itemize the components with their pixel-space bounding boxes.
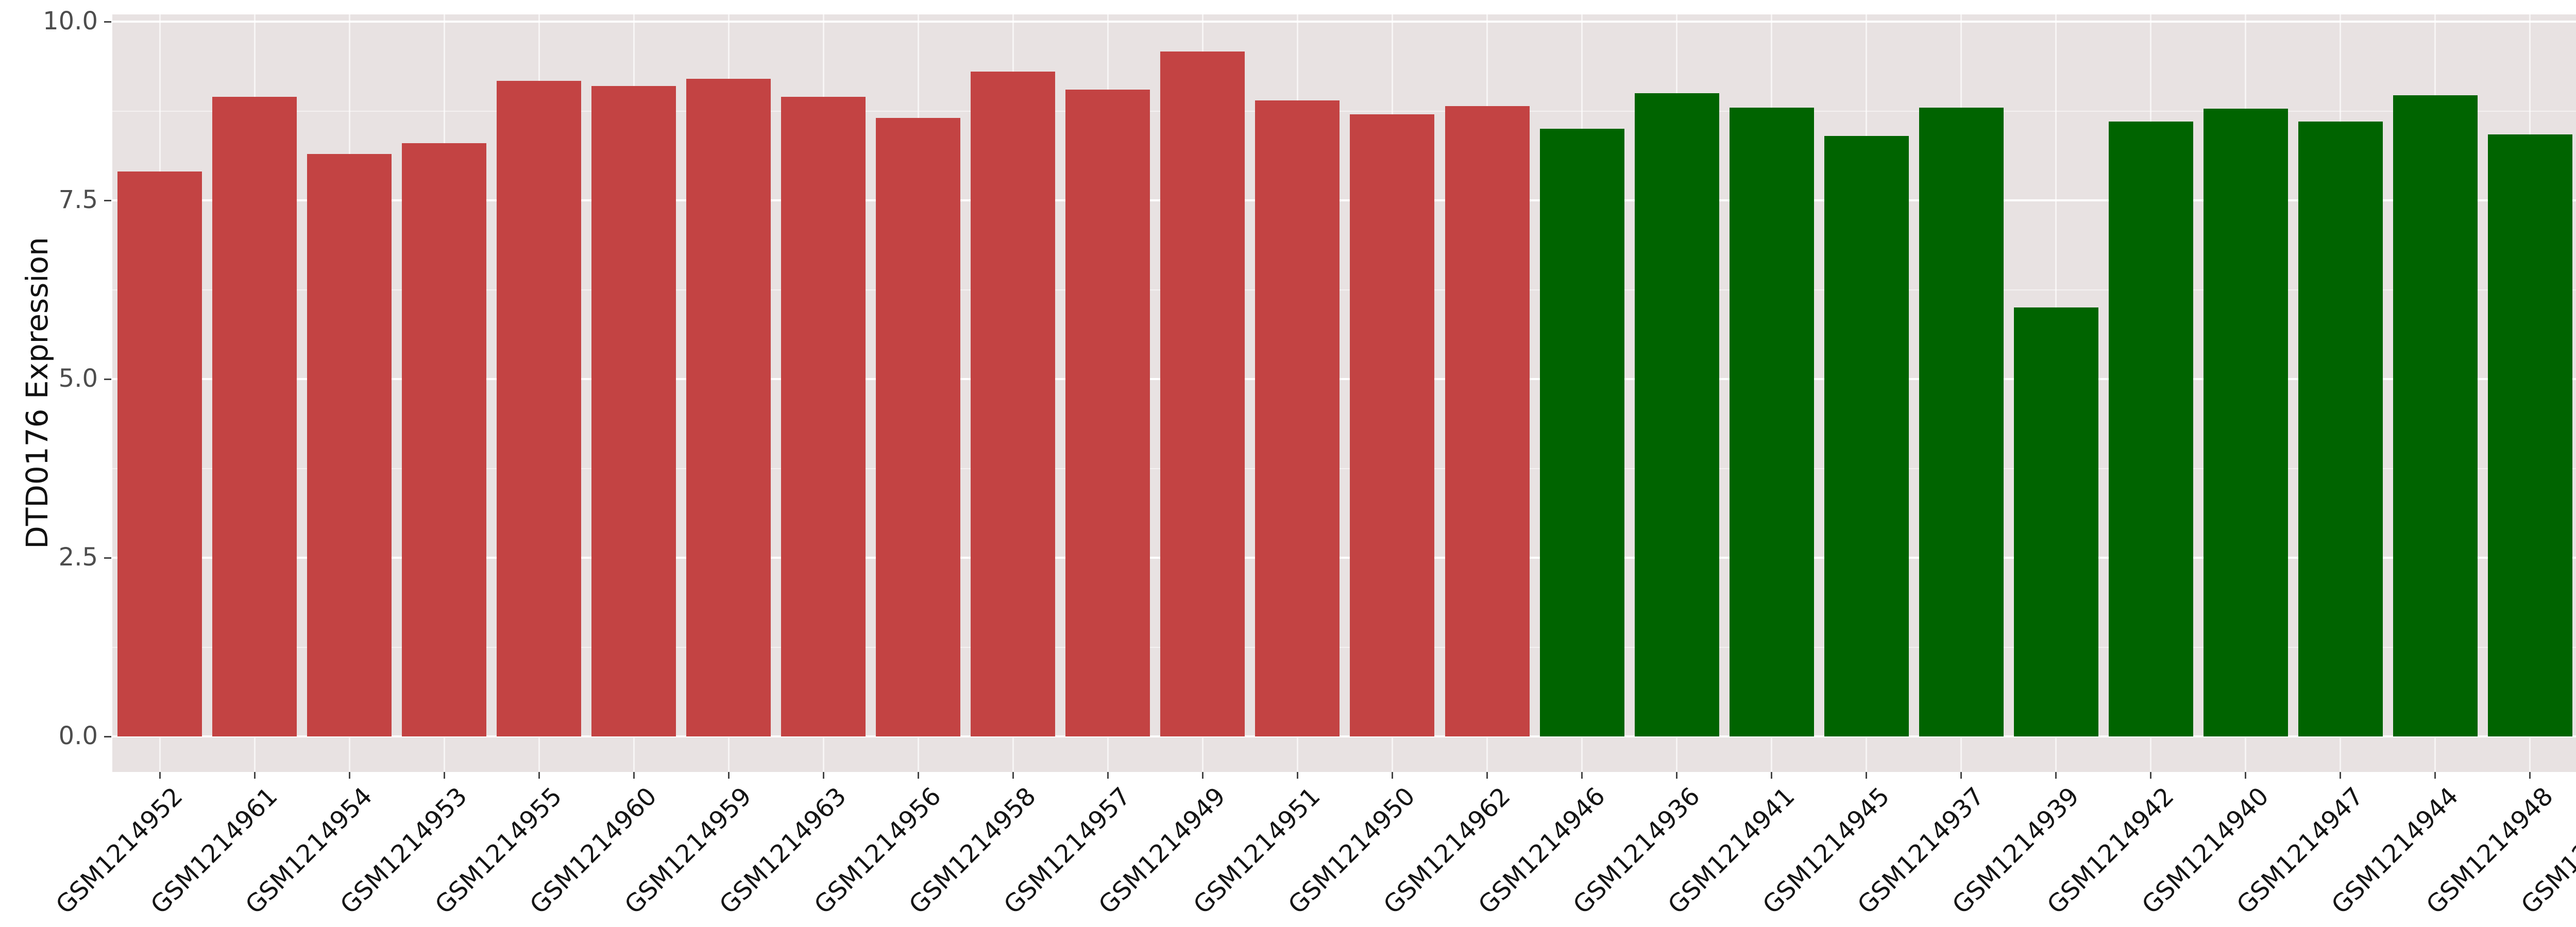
bar-GSM1214963 — [781, 96, 866, 736]
y-tick-label: 7.5 — [58, 185, 98, 214]
y-tick-mark — [104, 735, 111, 737]
y-tick-label: 10.0 — [43, 6, 98, 36]
y-tick-mark — [104, 557, 111, 559]
bar-GSM1214942 — [2108, 122, 2193, 736]
y-tick-mark — [104, 21, 111, 23]
x-tick-mark — [822, 772, 824, 779]
bar-GSM1214950 — [1350, 114, 1435, 736]
major-gridline — [112, 199, 2576, 201]
x-tick-mark — [2434, 772, 2436, 779]
bar-GSM1214947 — [2298, 122, 2383, 736]
x-tick-mark — [727, 772, 730, 779]
bar-GSM1214960 — [591, 85, 676, 736]
x-tick-mark — [2245, 772, 2247, 779]
x-tick-mark — [1107, 772, 1109, 779]
bar-GSM1214941 — [1729, 107, 1814, 736]
bar-GSM1214957 — [1065, 89, 1150, 736]
bar-GSM1214959 — [686, 79, 771, 736]
x-tick-mark — [1581, 772, 1583, 779]
bar-GSM1214955 — [497, 81, 582, 736]
x-tick-mark — [253, 772, 256, 779]
minor-gridline — [112, 289, 2576, 290]
x-tick-mark — [917, 772, 919, 779]
bar-GSM1214958 — [971, 72, 1056, 736]
x-tick-mark — [1866, 772, 1868, 779]
x-tick-mark — [633, 772, 635, 779]
x-tick-mark — [348, 772, 350, 779]
bar-GSM1214954 — [307, 153, 392, 736]
bar-GSM1214962 — [1445, 106, 1530, 736]
x-tick-mark — [2529, 772, 2531, 779]
y-axis-label: DTD0176 Expression — [20, 237, 55, 549]
x-tick-mark — [159, 772, 161, 779]
x-tick-mark — [1771, 772, 1773, 779]
bar-GSM1214956 — [876, 118, 961, 736]
bar-GSM1214952 — [117, 171, 202, 736]
minor-gridline — [112, 646, 2576, 648]
bar-GSM1214944 — [2393, 95, 2478, 736]
x-tick-mark — [2340, 772, 2342, 779]
minor-gridline — [112, 110, 2576, 112]
bar-GSM1214953 — [402, 143, 487, 736]
bar-GSM1214940 — [2203, 109, 2288, 736]
bar-GSM1214936 — [1634, 93, 1719, 736]
y-tick-mark — [104, 199, 111, 201]
x-tick-mark — [1201, 772, 1204, 779]
x-tick-mark — [1676, 772, 1678, 779]
bar-GSM1214939 — [2013, 307, 2098, 736]
bar-GSM1214949 — [1160, 52, 1245, 736]
y-tick-label: 2.5 — [58, 542, 98, 572]
major-gridline — [112, 21, 2576, 23]
y-tick-mark — [104, 378, 111, 380]
major-gridline — [112, 378, 2576, 380]
x-tick-mark — [1486, 772, 1488, 779]
y-tick-label: 5.0 — [58, 364, 98, 393]
bar-GSM1214946 — [1539, 129, 1624, 736]
x-tick-mark — [443, 772, 445, 779]
x-tick-mark — [538, 772, 540, 779]
bar-GSM1214937 — [1919, 107, 2004, 736]
major-gridline — [112, 557, 2576, 559]
x-tick-mark — [2150, 772, 2152, 779]
major-gridline — [112, 735, 2576, 737]
x-tick-mark — [1391, 772, 1393, 779]
bar-GSM1214945 — [1824, 136, 1909, 736]
x-tick-mark — [1960, 772, 1962, 779]
x-tick-mark — [2055, 772, 2057, 779]
bar-GSM1214948 — [2487, 134, 2572, 736]
y-tick-label: 0.0 — [58, 721, 98, 750]
minor-gridline — [112, 468, 2576, 469]
bar-GSM1214951 — [1255, 100, 1340, 736]
x-tick-mark — [1296, 772, 1298, 779]
bar-GSM1214961 — [212, 96, 297, 736]
plot-panel — [112, 14, 2576, 772]
x-tick-mark — [1012, 772, 1014, 779]
